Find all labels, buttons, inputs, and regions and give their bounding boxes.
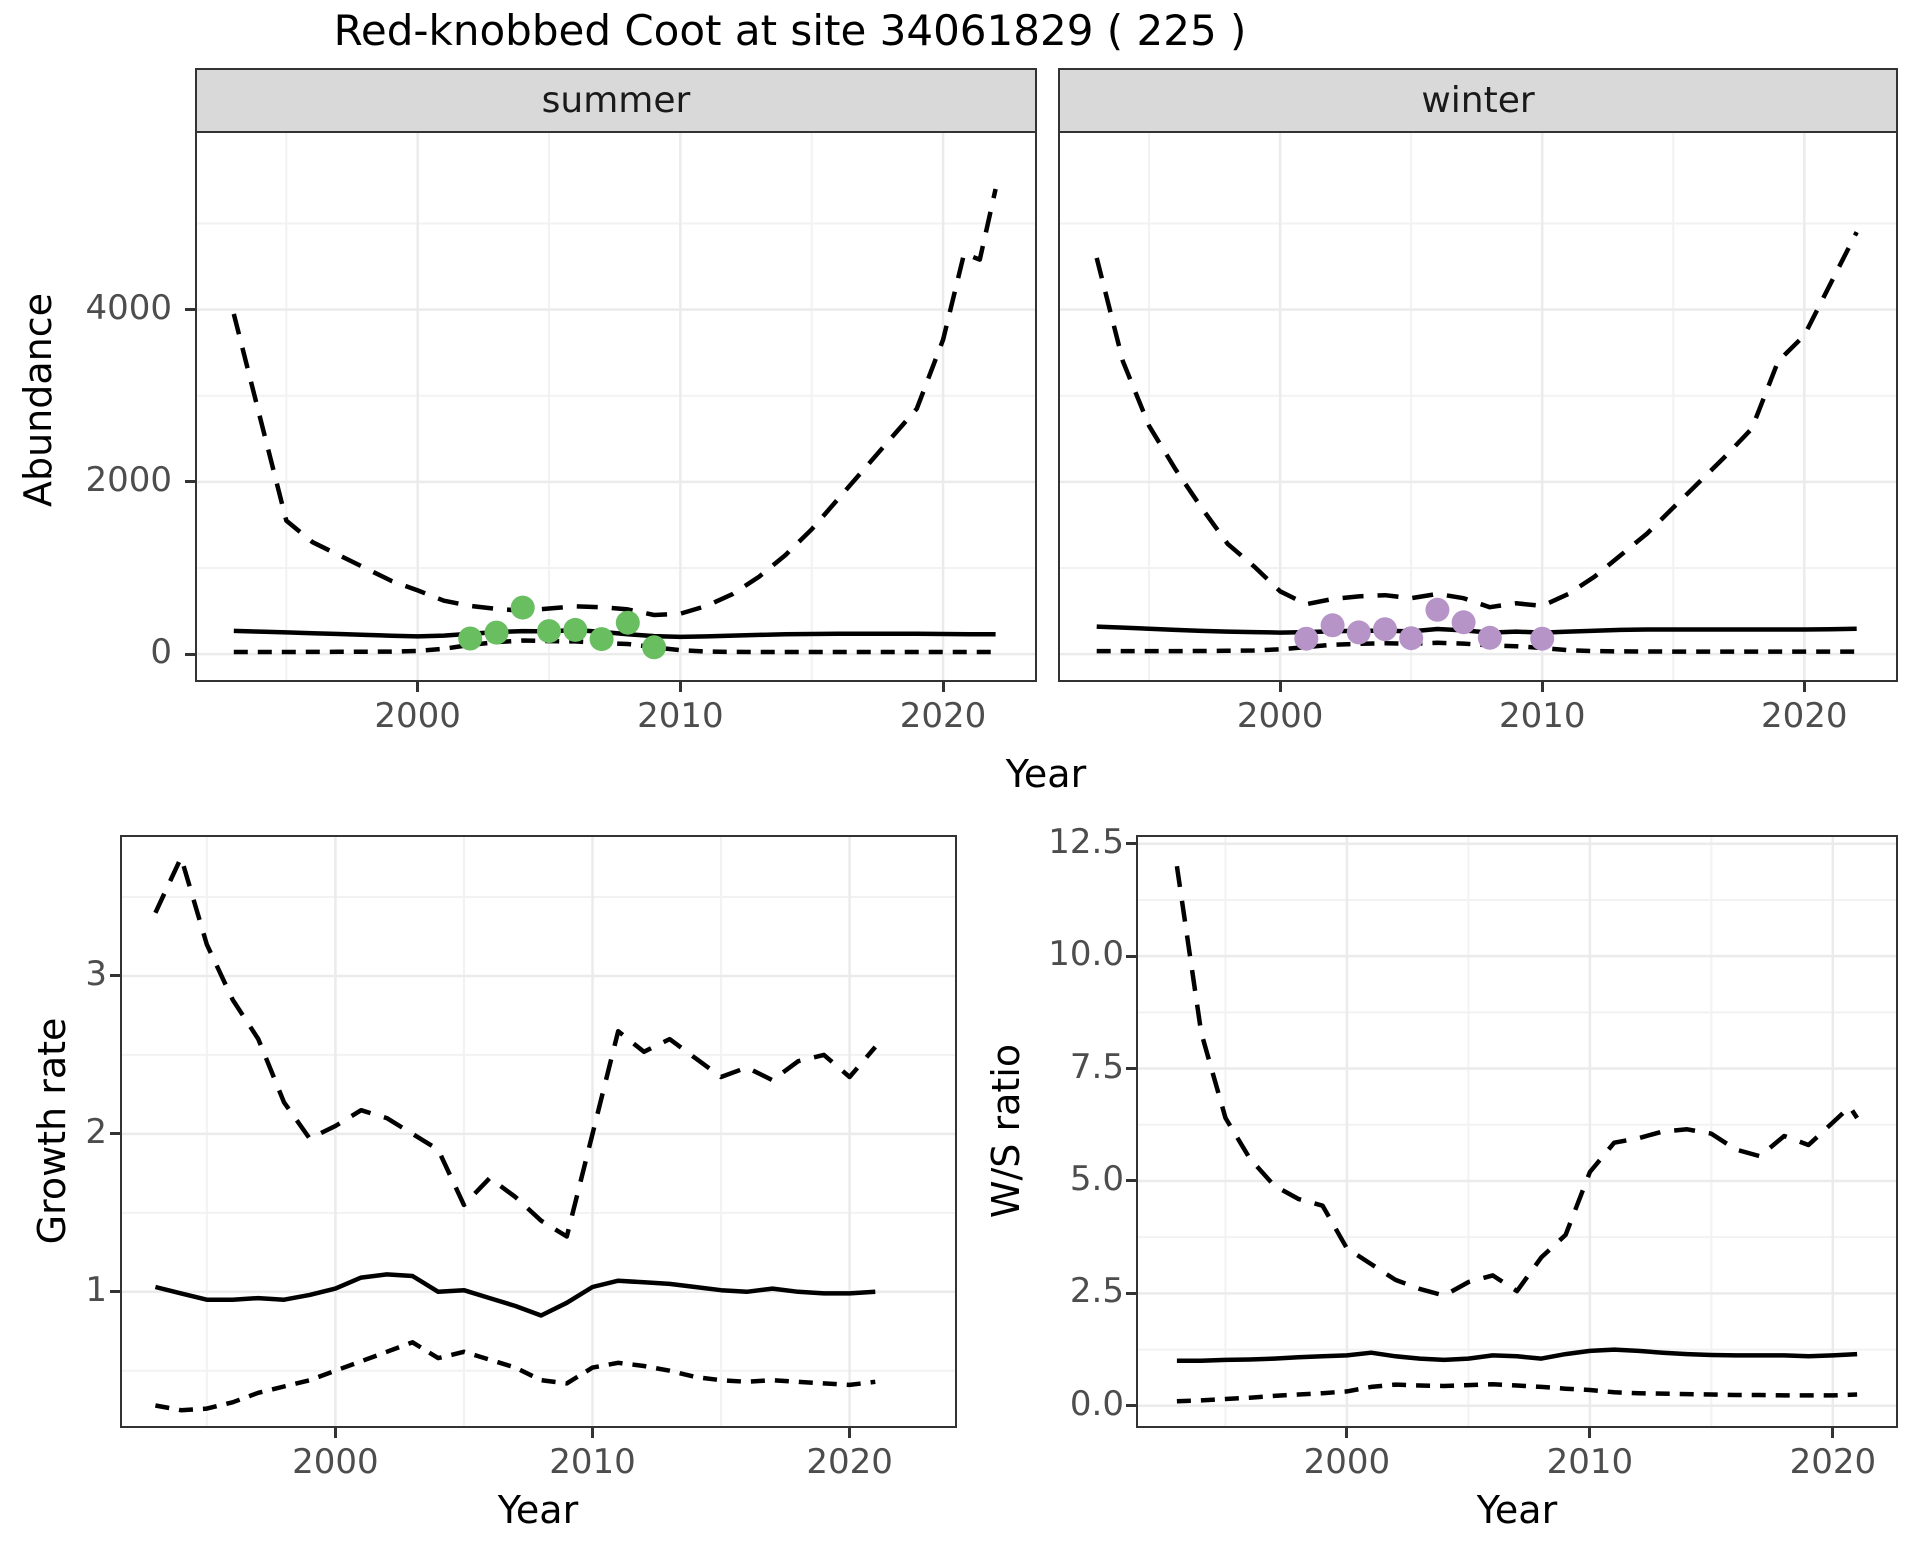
upper_95ci-line bbox=[153, 855, 878, 1239]
x-tick-label: 2010 bbox=[637, 696, 724, 736]
x-tick-mark bbox=[333, 1428, 337, 1438]
observation-point bbox=[510, 595, 535, 620]
observation-point bbox=[484, 620, 509, 645]
x-tick-mark bbox=[848, 1428, 852, 1438]
x-tick-mark bbox=[590, 1428, 594, 1438]
x-tick-label: 2010 bbox=[1546, 1442, 1634, 1482]
y-tick-label: 0.0 bbox=[1069, 1383, 1124, 1424]
median-line bbox=[1096, 624, 1857, 635]
y-tick-mark bbox=[1126, 842, 1136, 846]
observation-point bbox=[563, 617, 588, 642]
panel-ws-plot bbox=[1136, 835, 1898, 1428]
y-tick-mark bbox=[110, 1290, 120, 1294]
x-tick-mark bbox=[1540, 682, 1544, 692]
facet-strip-summer-label: summer bbox=[541, 80, 691, 121]
observation-point bbox=[1425, 597, 1450, 622]
year-axis-title-growth: Year bbox=[497, 1488, 579, 1532]
x-tick-mark bbox=[1278, 682, 1282, 692]
facet-strip-winter-label: winter bbox=[1421, 80, 1535, 121]
y-tick-label: 12.5 bbox=[1048, 821, 1124, 862]
lower_95ci-line bbox=[1096, 640, 1857, 654]
y-tick-label: 1 bbox=[85, 1269, 107, 1310]
lower_95ci-line bbox=[154, 1340, 876, 1413]
x-tick-label: 2010 bbox=[549, 1442, 636, 1482]
x-tick-label: 2020 bbox=[899, 696, 987, 736]
x-tick-mark bbox=[1345, 1428, 1349, 1438]
x-tick-label: 2020 bbox=[1761, 696, 1848, 736]
observation-point bbox=[1477, 625, 1502, 650]
y-tick-label: 5.0 bbox=[1069, 1158, 1124, 1199]
year-axis-title-ws: Year bbox=[1476, 1488, 1558, 1532]
x-tick-label: 2020 bbox=[1789, 1442, 1877, 1482]
median-line bbox=[1176, 1347, 1858, 1364]
y-tick-label: 3 bbox=[85, 953, 107, 994]
lower_95ci-line bbox=[1176, 1381, 1858, 1404]
observation-point bbox=[1530, 626, 1555, 651]
y-tick-mark bbox=[110, 1132, 120, 1136]
panel-summer-plot bbox=[195, 131, 1037, 682]
x-tick-mark bbox=[1802, 682, 1806, 692]
upper_95ci-line bbox=[1174, 865, 1859, 1298]
observation-point bbox=[642, 635, 667, 660]
observation-point bbox=[1399, 626, 1424, 651]
facet-strip-summer: summer bbox=[195, 68, 1037, 133]
median-line bbox=[154, 1272, 876, 1318]
y-tick-label: 10.0 bbox=[1048, 934, 1124, 975]
x-tick-mark bbox=[941, 682, 945, 692]
y-tick-mark bbox=[185, 308, 195, 312]
observation-point bbox=[537, 619, 561, 644]
median-line bbox=[233, 627, 996, 640]
y-tick-label: 0 bbox=[150, 632, 172, 673]
observation-point bbox=[615, 610, 640, 635]
y-tick-label: 2000 bbox=[85, 459, 172, 500]
y-tick-mark bbox=[1126, 1404, 1136, 1408]
y-tick-mark bbox=[1126, 1179, 1136, 1183]
y-tick-label: 4000 bbox=[85, 287, 172, 328]
x-tick-mark bbox=[678, 682, 682, 692]
x-tick-label: 2020 bbox=[806, 1442, 893, 1482]
facet-strip-winter: winter bbox=[1058, 68, 1898, 133]
x-tick-label: 2000 bbox=[292, 1442, 379, 1482]
observation-point bbox=[1451, 610, 1476, 635]
x-tick-label: 2000 bbox=[374, 696, 461, 736]
y-tick-mark bbox=[185, 480, 195, 484]
x-tick-mark bbox=[1831, 1428, 1835, 1438]
y-tick-mark bbox=[185, 652, 195, 656]
observation-point bbox=[1373, 617, 1397, 642]
abundance-axis-title: Abundance bbox=[16, 292, 60, 508]
observation-point bbox=[1346, 620, 1371, 645]
x-tick-mark bbox=[416, 682, 420, 692]
upper_95ci-line bbox=[1094, 231, 1859, 610]
x-tick-label: 2000 bbox=[1236, 696, 1324, 736]
panel-winter-plot bbox=[1058, 131, 1898, 682]
year-axis-title-top: Year bbox=[1005, 752, 1087, 796]
x-tick-label: 2000 bbox=[1303, 1442, 1391, 1482]
y-tick-mark bbox=[1126, 1067, 1136, 1071]
chart-title: Red-knobbed Coot at site 34061829 ( 225 … bbox=[333, 6, 1247, 55]
x-tick-mark bbox=[1588, 1428, 1592, 1438]
observation-point bbox=[458, 626, 483, 651]
observation-point bbox=[1294, 626, 1319, 651]
y-tick-label: 2.5 bbox=[1069, 1271, 1124, 1312]
lower_95ci-line bbox=[233, 638, 996, 655]
observation-point bbox=[1320, 613, 1345, 638]
y-tick-label: 2 bbox=[85, 1111, 107, 1152]
y-tick-mark bbox=[1126, 1291, 1136, 1295]
observation-point bbox=[589, 627, 614, 652]
y-tick-mark bbox=[110, 974, 120, 978]
panel-growth-plot bbox=[120, 835, 957, 1428]
ws-ratio-axis-title: W/S ratio bbox=[984, 1043, 1028, 1219]
upper_95ci-line bbox=[231, 188, 998, 618]
y-tick-mark bbox=[1126, 954, 1136, 958]
x-tick-label: 2010 bbox=[1498, 696, 1586, 736]
y-tick-label: 7.5 bbox=[1069, 1046, 1124, 1087]
